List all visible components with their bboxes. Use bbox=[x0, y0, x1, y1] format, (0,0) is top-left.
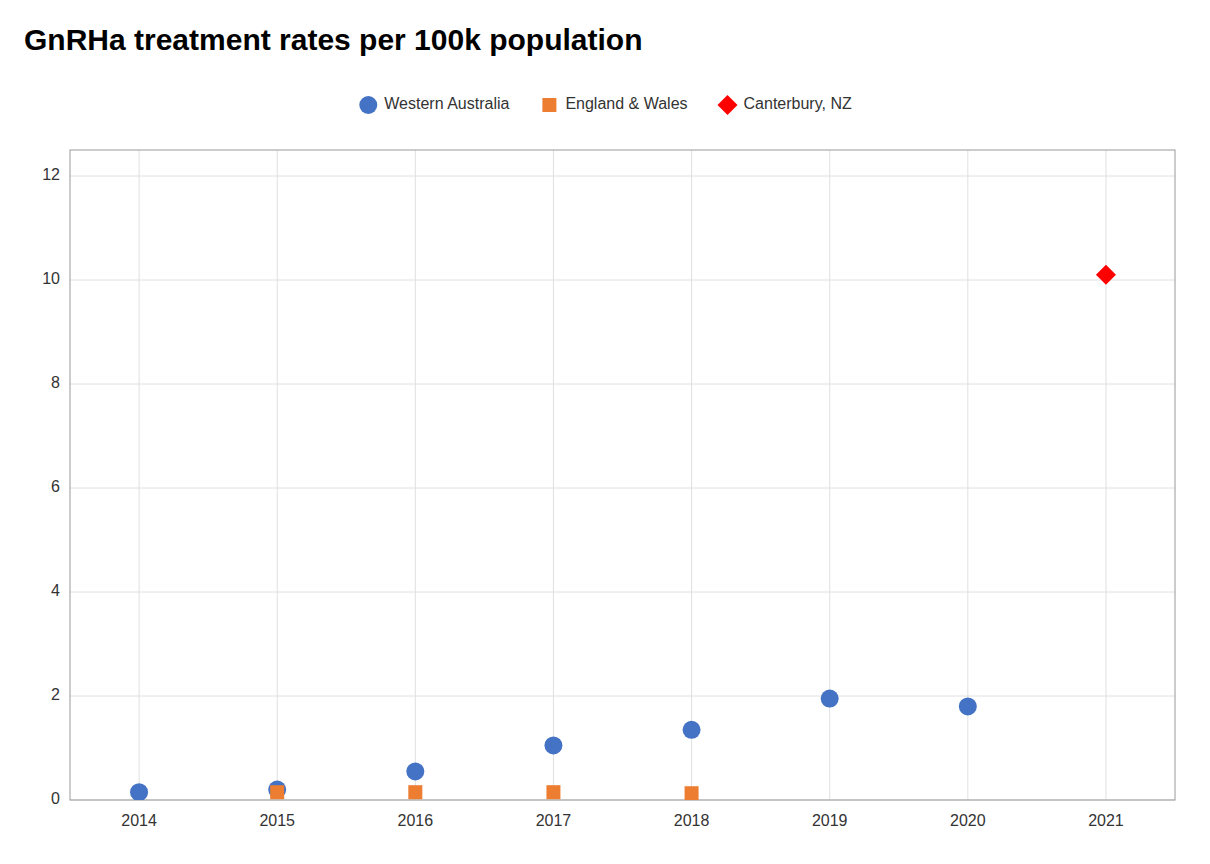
x-tick-label: 2020 bbox=[950, 812, 986, 829]
marks bbox=[130, 265, 1116, 800]
grid-line-x bbox=[553, 150, 554, 800]
grid-line-x bbox=[277, 150, 278, 800]
point bbox=[821, 690, 839, 708]
grid-line-x bbox=[415, 150, 416, 800]
grid-line-x bbox=[1105, 150, 1106, 800]
x-tick-label: 2014 bbox=[121, 812, 157, 829]
legend-marker bbox=[718, 95, 738, 115]
grid-line-x bbox=[139, 150, 140, 800]
grid-line-y bbox=[70, 176, 1175, 177]
legend-item: Western Australia bbox=[359, 95, 509, 114]
grid-line-y bbox=[70, 488, 1175, 489]
grid-line-y bbox=[70, 280, 1175, 281]
legend-label: Western Australia bbox=[384, 95, 509, 112]
x-tick-label: 2017 bbox=[536, 812, 572, 829]
title: GnRHa treatment rates per 100k populatio… bbox=[24, 23, 643, 56]
point bbox=[130, 783, 148, 800]
plot-frame bbox=[70, 150, 1175, 800]
chart: GnRHa treatment rates per 100k populatio… bbox=[0, 0, 1210, 864]
background bbox=[0, 0, 1210, 864]
legend-item: England & Wales bbox=[542, 95, 687, 112]
y-tick-label: 6 bbox=[51, 478, 60, 495]
point bbox=[406, 762, 424, 780]
legend-label: Canterbury, NZ bbox=[744, 95, 852, 112]
point bbox=[408, 785, 422, 799]
point bbox=[268, 781, 286, 799]
point bbox=[959, 697, 977, 715]
y-tick-label: 12 bbox=[42, 166, 60, 183]
axes: 0 2 4 6 8 10 12 2014 2015 2016 2017 2018 2019 2020 202… bbox=[42, 150, 1175, 829]
x-tick-label: 2016 bbox=[398, 812, 434, 829]
x-tick-label: 2018 bbox=[674, 812, 710, 829]
legend: Western Australia England & Wales Canterbu… bbox=[359, 95, 852, 115]
x-tick-label: 2015 bbox=[259, 812, 295, 829]
legend-marker bbox=[359, 96, 377, 114]
grid-line-y bbox=[70, 592, 1175, 593]
grid bbox=[70, 150, 1175, 800]
y-tick-label: 8 bbox=[51, 374, 60, 391]
series bbox=[130, 690, 977, 800]
y-tick-label: 2 bbox=[51, 686, 60, 703]
grid-line-y bbox=[70, 696, 1175, 697]
x-tick-label: 2021 bbox=[1088, 812, 1124, 829]
point bbox=[683, 721, 701, 739]
series bbox=[270, 785, 698, 800]
point bbox=[685, 786, 699, 800]
legend-label: England & Wales bbox=[565, 95, 687, 112]
grid-line-x bbox=[691, 150, 692, 800]
series bbox=[1096, 265, 1116, 285]
grid-line-y bbox=[70, 384, 1175, 385]
legend-item: Canterbury, NZ bbox=[718, 95, 852, 115]
y-tick-label: 0 bbox=[51, 790, 60, 807]
point bbox=[1096, 265, 1116, 285]
point bbox=[544, 736, 562, 754]
point bbox=[546, 785, 560, 799]
legend-marker bbox=[542, 98, 556, 112]
y-tick-label: 10 bbox=[42, 270, 60, 287]
y-tick-label: 4 bbox=[51, 582, 60, 599]
x-tick-label: 2019 bbox=[812, 812, 848, 829]
point bbox=[270, 785, 284, 799]
